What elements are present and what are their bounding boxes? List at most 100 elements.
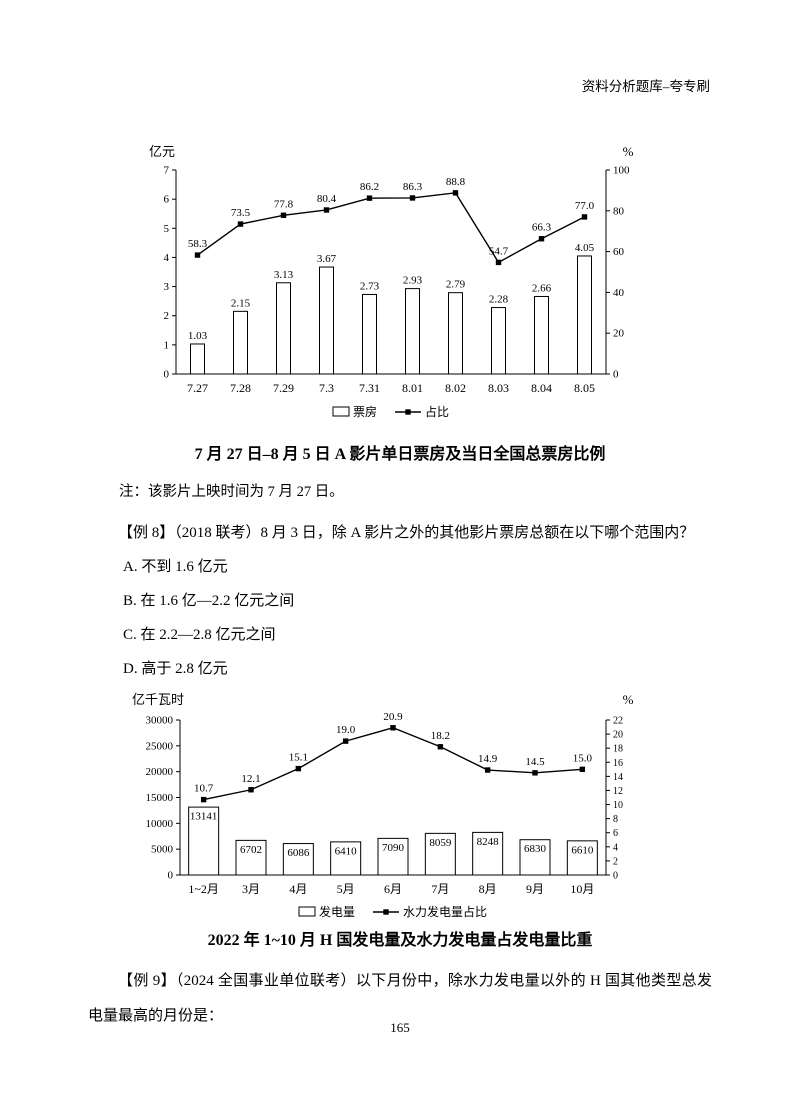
x-tick-label: 1~2月: [188, 882, 219, 896]
line-label: 15.1: [289, 752, 308, 764]
bar-label: 2.28: [489, 294, 509, 306]
chart1-title: 7 月 27 日–8 月 5 日 A 影片单日票房及当日全国总票房比例: [194, 446, 606, 463]
right-tick-label: 100: [613, 165, 630, 177]
x-tick-label: 8.04: [531, 381, 552, 395]
right-tick-label: 20: [613, 328, 625, 340]
bar-label: 8059: [429, 837, 452, 849]
line-marker: [437, 744, 444, 750]
x-tick-label: 6月: [384, 882, 402, 896]
boxoffice-combo-chart: 亿元 % 0 1 2 3 4 5 6 7 0 20 40 60 80 100 7.27 7.28 7.29 7.3 7.…: [149, 144, 634, 419]
x-tick-label: 8.01: [402, 381, 423, 395]
line-label: 14.5: [525, 756, 545, 768]
line-marker: [538, 236, 545, 242]
bar-label: 2.93: [403, 275, 423, 287]
line-label: 73.5: [231, 207, 251, 219]
bar: [377, 837, 409, 876]
line-label: 66.3: [532, 222, 552, 234]
line-label: 10.7: [194, 783, 214, 795]
left-tick-label: 4: [164, 252, 170, 264]
question8-option-d: D. 高于 2.8 亿元: [123, 661, 228, 677]
right-tick-label: 18: [613, 744, 623, 755]
line-label: 86.2: [360, 181, 379, 193]
bar: [276, 282, 291, 375]
x-tick-label: 7.3: [319, 381, 334, 395]
right-tick-label: 40: [613, 287, 625, 299]
bar: [319, 266, 334, 375]
bar: [190, 343, 205, 375]
x-tick-label: 3月: [242, 882, 260, 896]
line-marker: [248, 787, 254, 793]
page-number: 165: [390, 1020, 410, 1035]
x-tick-label: 7.31: [359, 381, 380, 395]
legend-line-marker: [405, 409, 411, 415]
line-label: 54.7: [489, 245, 509, 257]
question8-option-b: B. 在 1.6 亿—2.2 亿元之间: [123, 593, 295, 609]
line-label: 86.3: [403, 181, 423, 193]
right-tick-label: 8: [613, 814, 618, 825]
right-tick-label: 80: [613, 205, 625, 217]
bar-label: 7090: [382, 842, 405, 854]
bar: [566, 840, 598, 876]
line-marker: [484, 767, 491, 773]
right-tick-label: 16: [613, 758, 623, 769]
x-tick-label: 8.02: [445, 381, 466, 395]
power-generation-combo-chart: 亿千瓦时 %05000100001500020000250003000002468…: [132, 692, 634, 919]
bar: [472, 831, 504, 876]
x-tick-label: 7.28: [230, 381, 251, 395]
line-marker: [579, 766, 586, 773]
left-tick-label: 0: [168, 870, 174, 882]
bar: [362, 293, 377, 375]
line-label: 88.8: [446, 176, 466, 188]
bar: [448, 292, 463, 375]
right-tick-label: 4: [613, 842, 618, 853]
bar: [405, 288, 420, 375]
legend-line-marker: [383, 909, 389, 915]
bar: [577, 255, 592, 375]
right-axis-unit: %: [623, 692, 634, 707]
line-marker: [366, 195, 373, 201]
left-tick-label: 15000: [146, 792, 174, 804]
left-tick-label: 0: [164, 369, 170, 381]
line-label: 18.2: [431, 730, 450, 742]
right-tick-label: 20: [613, 730, 623, 741]
line-label: 77.0: [575, 200, 595, 212]
left-tick-label: 2: [164, 310, 170, 322]
question8-option-a: A. 不到 1.6 亿元: [123, 559, 228, 575]
right-tick-label: 60: [613, 246, 625, 258]
bar-label: 4.05: [575, 242, 595, 254]
right-tick-label: 14: [613, 772, 623, 783]
line-marker: [200, 796, 207, 803]
line-marker: [280, 212, 287, 218]
bar-label: 1.03: [188, 330, 208, 342]
x-tick-label: 10月: [570, 882, 594, 896]
line-marker: [532, 770, 538, 776]
left-tick-label: 10000: [146, 818, 174, 830]
bar: [424, 832, 456, 876]
bar: [534, 295, 549, 375]
line-marker: [581, 214, 588, 220]
question8-option-c: C. 在 2.2—2.8 亿元之间: [123, 627, 276, 643]
question9-stem: 【例 9】（2024 全国事业单位联考）以下月份中，除水力发电量以外的 H 国其…: [88, 973, 712, 1024]
left-axis-unit: 亿千瓦时: [132, 692, 184, 707]
chart2-title: 2022 年 1~10 月 H 国发电量及水力发电量占发电量比重: [207, 932, 593, 949]
right-axis-unit: %: [623, 144, 634, 159]
x-tick-label: 8.03: [488, 381, 509, 395]
line-marker: [452, 190, 459, 196]
chart1-note: 注：该影片上映时间为 7 月 27 日。: [119, 484, 344, 500]
left-tick-label: 5: [164, 223, 170, 235]
bar-label: 6410: [335, 845, 358, 857]
right-tick-label: 2: [613, 856, 618, 867]
line-label: 15.0: [573, 752, 593, 764]
bar-label: 13141: [190, 811, 218, 823]
line-marker: [390, 725, 396, 731]
line-label: 80.4: [317, 193, 337, 205]
bar: [491, 307, 506, 375]
left-tick-label: 7: [164, 165, 170, 177]
right-tick-label: 6: [613, 828, 618, 839]
line-marker: [409, 195, 416, 201]
line-marker: [295, 765, 302, 772]
bar-label: 6830: [524, 843, 547, 855]
line-label: 58.3: [188, 238, 208, 250]
left-tick-label: 6: [164, 194, 170, 206]
page-header: 资料分析题库–夸专刷: [581, 79, 710, 94]
